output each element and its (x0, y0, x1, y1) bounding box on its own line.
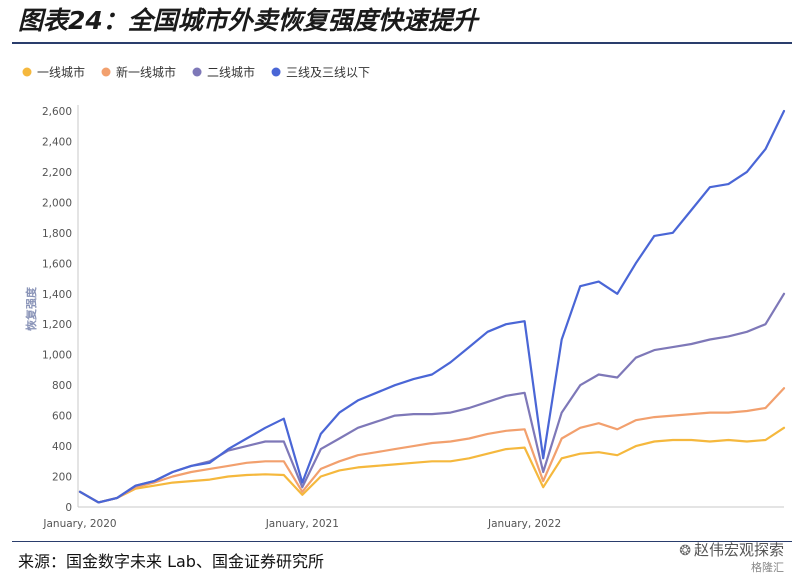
y-tick-label: 1,400 (42, 289, 72, 301)
y-tick-label: 800 (52, 380, 72, 392)
watermark: ❂ 赵伟宏观探索 (679, 539, 784, 560)
legend: 一线城市 新一线城市 二线城市 三线及三线以下 (22, 65, 370, 80)
y-tick-label: 2,400 (42, 136, 72, 148)
y-tick-label: 1,600 (42, 258, 72, 270)
legend-label-2: 二线城市 (207, 65, 255, 80)
series-line-3 (78, 109, 786, 504)
legend-label-1: 新一线城市 (116, 65, 176, 80)
series-line-2 (78, 292, 786, 504)
legend-label-0: 一线城市 (37, 65, 85, 80)
y-axis: 0 200 400 600 800 1,000 1,200 1,400 1,600 1,800 2,… (24, 105, 79, 514)
x-tick-label: January, 2021 (265, 518, 339, 530)
chart-title: 图表24：全国城市外卖恢复强度快速提升 (18, 6, 478, 35)
legend-marker-0 (22, 67, 32, 77)
y-tick-label: 0 (65, 502, 72, 514)
line-chart: 一线城市 新一线城市 二线城市 三线及三线以下 0 200 400 600 800 1,000 1… (22, 65, 786, 530)
y-tick-label: 2,000 (42, 197, 72, 209)
legend-marker-1 (101, 67, 111, 77)
watermark-sub: 格隆汇 (751, 561, 784, 574)
y-tick-label: 600 (52, 411, 72, 423)
series-layer (78, 109, 786, 504)
x-axis: January, 2020 January, 2021 January, 2022 (42, 506, 784, 530)
x-tick-label: January, 2020 (42, 518, 116, 530)
footer-divider (12, 541, 792, 542)
y-tick-label: 200 (52, 472, 72, 484)
legend-marker-3 (271, 67, 281, 77)
legend-marker-2 (192, 67, 202, 77)
wechat-icon: ❂ (679, 543, 691, 559)
source-note: 来源：国金数字未来 Lab、国金证券研究所 (18, 552, 324, 571)
y-axis-label: 恢复强度 (24, 286, 38, 331)
y-tick-label: 1,000 (42, 350, 72, 362)
watermark-text: 赵伟宏观探索 (693, 541, 784, 559)
legend-label-3: 三线及三线以下 (286, 66, 370, 80)
series-line-1 (78, 387, 786, 504)
y-tick-label: 1,800 (42, 228, 72, 240)
y-tick-label: 1,200 (42, 319, 72, 331)
series-line-0 (78, 426, 786, 504)
y-tick-label: 2,200 (42, 167, 72, 179)
x-tick-label: January, 2022 (487, 518, 561, 530)
y-tick-label: 400 (52, 441, 72, 453)
y-tick-label: 2,600 (42, 106, 72, 118)
title-divider (12, 42, 792, 44)
